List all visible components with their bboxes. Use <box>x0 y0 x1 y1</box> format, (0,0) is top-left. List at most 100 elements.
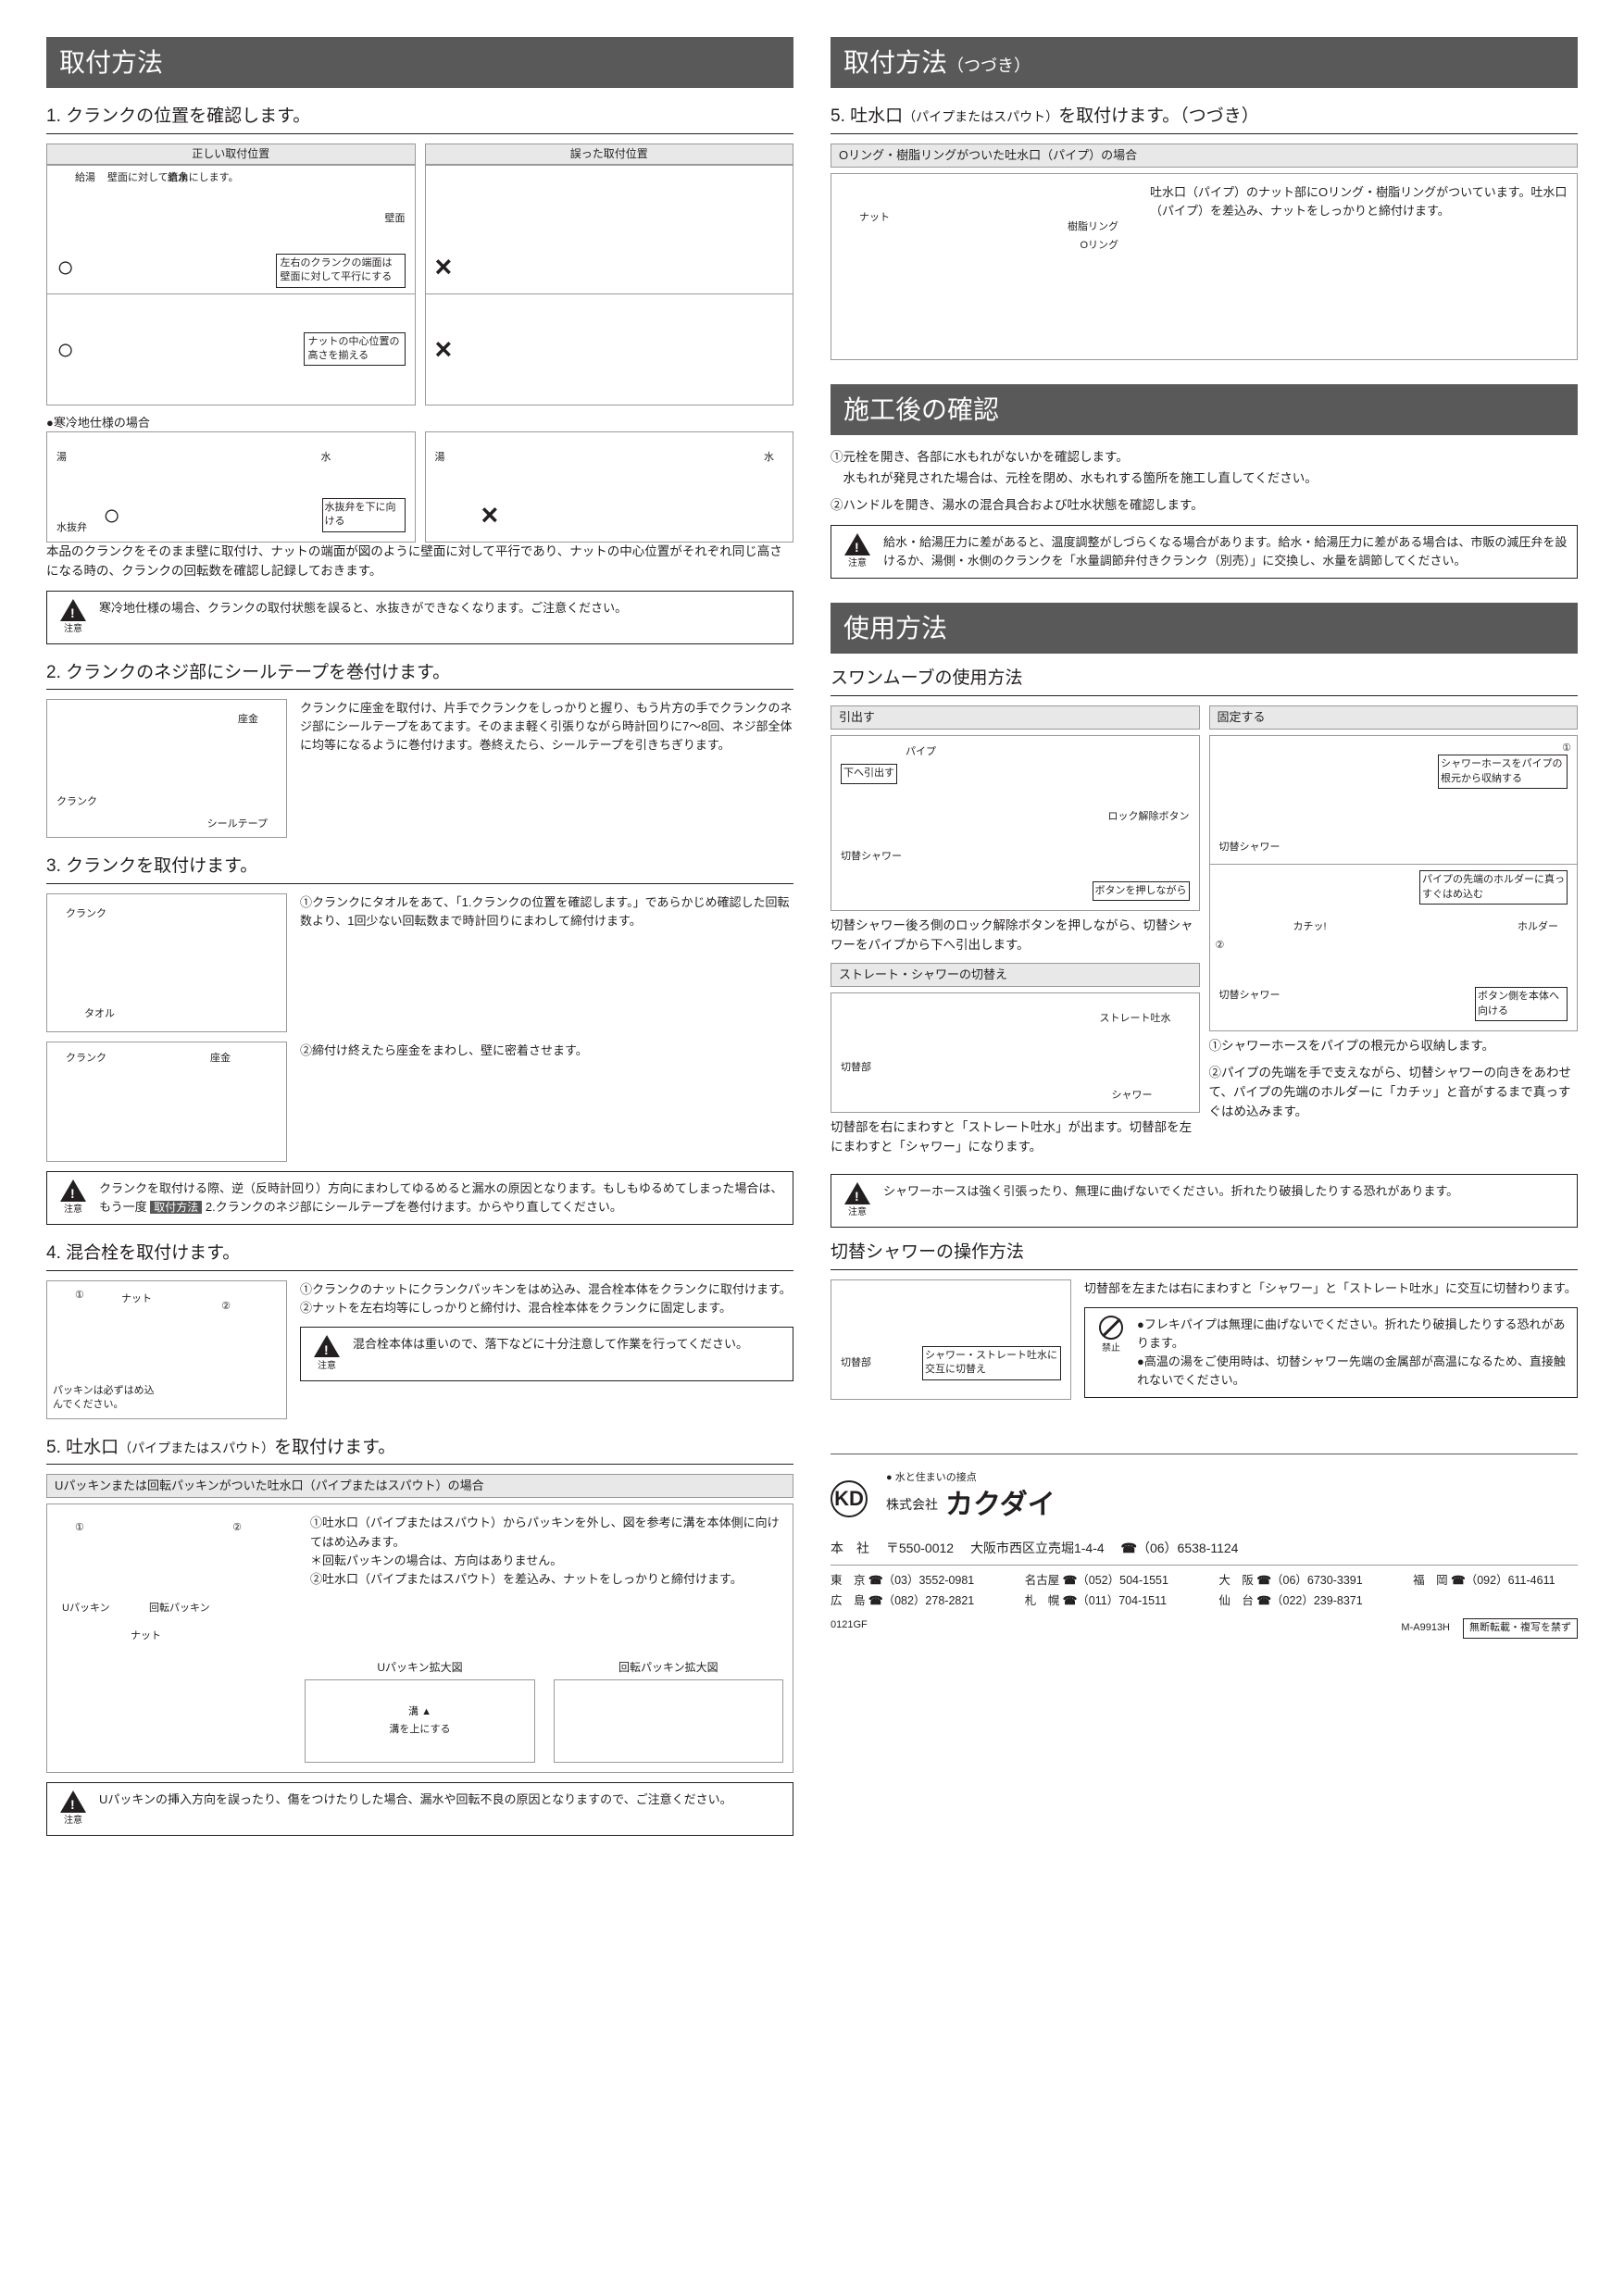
step5-title-b: （パイプまたはスパウト） <box>119 1441 274 1455</box>
branch-item: 札 幌 ☎（011）704-1511 <box>1025 1593 1192 1610</box>
swan-caution: 注意 シャワーホースは強く引張ったり、無理に曲げないでください。折れたり破損した… <box>831 1174 1578 1228</box>
hq-label: 本 社 <box>831 1541 869 1555</box>
label-nut4: ナット <box>121 1292 152 1306</box>
diagram-correct-1: 給湯 給水 壁面に対して直角にします。 壁面 左右のクランクの端面は壁面に対して… <box>46 165 416 294</box>
label-washer3: 座金 <box>210 1052 231 1066</box>
lbl-click: カチッ! <box>1293 920 1327 934</box>
step5-text1: ①吐水口（パイプまたはスパウト）からパッキンを外し、図を参考に溝を本体側に向けて… <box>310 1514 783 1551</box>
caption-wrong: 誤った取付位置 <box>425 144 794 165</box>
cold-region-header: ●寒冷地仕様の場合 <box>46 415 793 431</box>
step5-caution: 注意 Uパッキンの挿入方向を誤ったり、傷をつけたりした場合、漏水や回転不良の原因… <box>46 1782 793 1836</box>
mark-ok-1: ○ <box>56 246 74 288</box>
step3-title: 3. クランクを取付けます。 <box>46 855 793 884</box>
label-hot: 湯 <box>56 451 67 465</box>
diagram-wrong-2: × <box>425 294 794 406</box>
diagram-step5c: ナット 樹脂リング Oリング <box>841 183 1137 350</box>
header-installation-cont: 取付方法（つづき） <box>831 37 1578 88</box>
step4-title: 4. 混合栓を取付けます。 <box>46 1242 793 1271</box>
step3-caution-b: 2.クランクのネジ部にシールテープを巻付けます。からやり直してください。 <box>206 1200 622 1214</box>
label-cold: 水 <box>321 451 331 465</box>
lbl-holder: ホルダー <box>1518 920 1558 934</box>
left-column: 取付方法 1. クランクの位置を確認します。 正しい取付位置 誤った取付位置 給… <box>46 37 793 1845</box>
lbl-shower: シャワー <box>1112 1089 1153 1103</box>
code-right: M-A9913H <box>1401 1621 1450 1635</box>
lbl-fix-t2: パイプの先端のホルダーに真っすぐはめ込む <box>1419 870 1568 905</box>
label-drain-valve: 水抜弁 <box>56 521 87 535</box>
phone-icon: ☎ <box>1121 1541 1137 1555</box>
swan-caution-text: シャワーホースは強く引張ったり、無理に曲げないでください。折れたり破損したりする… <box>883 1182 1568 1201</box>
step5c-sub: Oリング・樹脂リングがついた吐水口（パイプ）の場合 <box>831 144 1578 168</box>
label-upacking: Uパッキン <box>62 1602 110 1616</box>
label-oring: Oリング <box>1080 239 1118 253</box>
caution-icon-4: 注意 <box>310 1335 344 1374</box>
label-crank3b: クランク <box>66 1052 106 1066</box>
label-hot-w: 湯 <box>435 451 445 465</box>
step4-text1: ①クランクのナットにクランクパッキンをはめ込み、混合栓本体をクランクに取付けます… <box>300 1280 793 1299</box>
lbl-pipe: パイプ <box>906 745 936 759</box>
enlarge-r-title: 回転パッキン拡大図 <box>554 1660 783 1676</box>
label-drain-down: 水抜弁を下に向ける <box>322 498 406 532</box>
hq-addr: 大阪市西区立売堀1-4-4 <box>970 1541 1105 1555</box>
lbl-lockbtn: ロック解除ボタン <box>1108 810 1190 824</box>
check-caution: 注意 給水・給湯圧力に差があると、温度調整がしづらくなる場合があります。給水・給… <box>831 525 1578 579</box>
caption-correct: 正しい取付位置 <box>46 144 416 165</box>
step4-text: ①クランクのナットにクランクパッキンをはめ込み、混合栓本体をクランクに取付けます… <box>300 1280 793 1391</box>
lbl-switchpart: 切替部 <box>841 1061 871 1075</box>
circle-2: ② <box>221 1300 231 1314</box>
header-usage: 使用方法 <box>831 603 1578 654</box>
prohibit-label: 禁止 <box>1102 1341 1120 1356</box>
company-logo: 株式会社 カクダイ <box>886 1486 1056 1525</box>
branch-item: 福 岡 ☎（092）611-4611 <box>1413 1573 1578 1590</box>
lbl-switchshower-f2: 切替シャワー <box>1219 989 1280 1003</box>
step1-title: 1. クランクの位置を確認します。 <box>46 105 793 134</box>
diagram-step3b: クランク 座金 <box>46 1042 287 1162</box>
label-hotwater: 給湯 <box>75 171 95 185</box>
step3-text2: ②締付け終えたら座金をまわし、壁に密着させます。 <box>300 1042 793 1060</box>
caution-label-check: 注意 <box>848 557 867 570</box>
branch-item: 広 島 ☎（082）278-2821 <box>831 1593 997 1610</box>
header-installation: 取付方法 <box>46 37 793 88</box>
step5-title: 5. 吐水口（パイプまたはスパウト）を取付けます。 <box>46 1436 793 1466</box>
lbl-pulldown: 下へ引出す <box>841 764 897 783</box>
step5-sub: Uパッキンまたは回転パッキンがついた吐水口（パイプまたはスパウト）の場合 <box>46 1474 793 1498</box>
caution-label: 注意 <box>64 623 82 636</box>
step1-captions: 正しい取付位置 誤った取付位置 <box>46 144 793 165</box>
label-crank: クランク <box>56 795 97 809</box>
step2-text: クランクに座金を取付け、片手でクランクをしっかりと握り、もう片方の手でクランクの… <box>300 699 793 755</box>
label-cold-w: 水 <box>764 451 774 465</box>
label-tape: シールテープ <box>207 817 268 831</box>
step5-text1b: ＊回転パッキンの場合は、方向はありません。 <box>310 1552 783 1570</box>
code-left: 0121GF <box>831 1618 868 1638</box>
caution-icon-check: 注意 <box>841 533 874 570</box>
branch-item: 名古屋 ☎（052）504-1551 <box>1025 1573 1192 1590</box>
diagram-swan-fix2: パイプの先端のホルダーに真っすぐはめ込む ホルダー カチッ! ② 切替シャワー … <box>1209 865 1579 1031</box>
label-nut-center: ナットの中心位置の高さを揃える <box>304 332 406 367</box>
lbl-switchshower: 切替シャワー <box>841 850 902 864</box>
swan-switch-text: 切替部を右にまわすと「ストレート吐水」が出ます。切替部を左にまわすと「シャワー」… <box>831 1118 1200 1157</box>
swan-sub-fix: 固定する <box>1209 705 1579 730</box>
diagram-cold-wrong: 湯 水 × <box>425 431 794 543</box>
diagram-step4: ナット ① ② パッキンは必ずはめ込んでください。 <box>46 1280 287 1419</box>
step3-caution-text: クランクを取付ける際、逆（反時計回り）方向にまわしてゆるめると漏水の原因となりま… <box>99 1179 783 1217</box>
label-washer: 座金 <box>238 713 258 727</box>
step4-caution-text: 混合栓本体は重いので、落下などに十分注意して作業を行ってください。 <box>353 1335 783 1354</box>
right-column: 取付方法（つづき） 5. 吐水口（パイプまたはスパウト）を取付けます。（つづき）… <box>831 37 1578 1845</box>
step5-title-a: 5. 吐水口 <box>46 1438 119 1457</box>
prohibit1: ●フレキパイプは無理に曲げないでください。折れたり破損したりする恐れがあります。 <box>1137 1316 1568 1353</box>
inline-tag: 取付方法 <box>150 1201 202 1214</box>
lbl-pressbtn: ボタンを押しながら <box>1093 881 1190 901</box>
caution-label-5: 注意 <box>64 1815 82 1828</box>
label-crank3: クランク <box>66 907 106 921</box>
lbl-straight: ストレート吐水 <box>1100 1012 1171 1026</box>
step5-texts: ①吐水口（パイプまたはスパウト）からパッキンを外し、図を参考に溝を本体側に向けて… <box>310 1514 783 1589</box>
no-copy: 無断転載・複写を禁ず <box>1463 1618 1578 1638</box>
diagram-swan-fix1: ① シャワーホースをパイプの根元から収納する 切替シャワー <box>1209 735 1579 865</box>
label-nut5: ナット <box>131 1629 161 1643</box>
caution-label-4: 注意 <box>318 1359 336 1374</box>
caution-icon-3: 注意 <box>56 1179 90 1217</box>
caution-icon: 注意 <box>56 599 90 636</box>
step5-title-c: を取付けます。 <box>274 1438 395 1457</box>
s5c-c: を取付けます。（つづき） <box>1058 106 1259 126</box>
lbl-op-alt: シャワー・ストレート吐水に交互に切替え <box>922 1346 1061 1380</box>
kakudai-mark-icon: KD <box>831 1480 868 1517</box>
